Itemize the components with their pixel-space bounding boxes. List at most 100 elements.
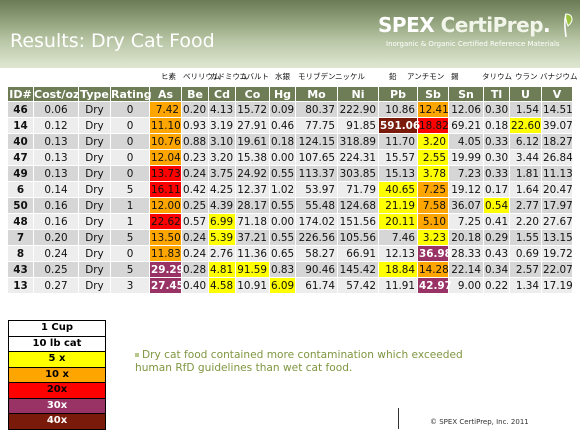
column-header: Co — [235, 86, 270, 102]
table-cell: 0.20 — [181, 101, 209, 118]
column-header: Sb — [417, 86, 449, 102]
table-cell: 71.79 — [337, 181, 379, 198]
table-cell: 28.17 — [235, 197, 270, 214]
table-cell: 18.84 — [378, 261, 418, 278]
table-cell: 4.13 — [208, 101, 236, 118]
table-cell: 20.47 — [541, 181, 573, 198]
table-cell: 19.72 — [541, 245, 573, 262]
legend-item: 1 Cup — [9, 321, 105, 337]
table-cell: 13 — [7, 277, 34, 294]
table-cell: 49 — [7, 165, 34, 182]
legend-item: 30x — [9, 398, 105, 414]
column-header: V — [541, 86, 573, 102]
table-cell: 8 — [7, 245, 34, 262]
table-cell: 0.00 — [269, 213, 296, 230]
copyright: © SPEX CertiPrep, Inc. 2011 — [430, 418, 529, 426]
table-cell: 27.67 — [541, 213, 573, 230]
table-row: 48 0.16 Dry 1 22.62 0.57 6.99 71.18 0.00 174.02 15… — [7, 213, 573, 230]
table-cell: 0.13 — [33, 165, 79, 182]
table-cell: 0.16 — [33, 197, 79, 214]
table-cell: 5 — [110, 261, 150, 278]
table-cell: 0.20 — [33, 229, 79, 246]
table-cell: 0 — [110, 165, 150, 182]
table-cell: 0.40 — [181, 277, 209, 294]
table-cell: 0.27 — [33, 277, 79, 294]
table-cell: 19.12 — [448, 181, 484, 198]
table-cell: 14.51 — [541, 101, 573, 118]
table-cell: 0.22 — [483, 277, 510, 294]
table-cell: 43 — [7, 261, 34, 278]
table-cell: 69.21 — [448, 117, 484, 134]
table-cell: 107.65 — [295, 149, 338, 166]
jp-label: アンチモン — [407, 72, 445, 81]
table-cell: 105.56 — [337, 229, 379, 246]
table-cell: 21.19 — [378, 197, 418, 214]
table-cell: 11.36 — [235, 245, 270, 262]
table-cell: 0.24 — [181, 229, 209, 246]
table-cell: 1.02 — [269, 181, 296, 198]
table-cell: 2.77 — [509, 197, 542, 214]
results-table: ID# Cost/oz Type Rating As Be Cd Co Hg Mo Ni Pb Sb Sn… — [7, 86, 573, 294]
table-cell: 37.21 — [235, 229, 270, 246]
legend-item: 10 x — [9, 367, 105, 383]
jp-label: モリブデン — [298, 72, 336, 81]
table-cell: 0.12 — [33, 117, 79, 134]
table-cell: 7.42 — [149, 101, 182, 118]
table-cell: 47 — [7, 149, 34, 166]
table-cell: 3.75 — [208, 165, 236, 182]
table-row: 40 0.13 Dry 0 10.76 0.88 3.10 19.61 0.18 124.15 31… — [7, 133, 573, 150]
table-cell: 10.86 — [378, 101, 418, 118]
table-cell: 226.56 — [295, 229, 338, 246]
column-header: Mo — [295, 86, 338, 102]
table-cell: 11.83 — [149, 245, 182, 262]
table-cell: 11.10 — [149, 117, 182, 134]
table-cell: 10.76 — [149, 133, 182, 150]
table-cell: 11.13 — [541, 165, 573, 182]
table-cell: 1.34 — [509, 277, 542, 294]
jp-label: コバルト — [239, 72, 269, 81]
table-cell: 0.13 — [33, 149, 79, 166]
column-header: Ni — [337, 86, 379, 102]
table-cell: 36.98 — [417, 245, 452, 262]
table-cell: 20.11 — [378, 213, 418, 230]
table-cell: 71.18 — [235, 213, 270, 230]
table-cell: Dry — [78, 181, 111, 198]
table-row: 13 0.27 Dry 3 27.45 0.40 4.58 10.91 6.09 61.74 57.… — [7, 277, 573, 294]
table-cell: 0.24 — [33, 245, 79, 262]
table-cell: 0.24 — [181, 245, 209, 262]
table-cell: 1.64 — [509, 181, 542, 198]
table-cell: 40 — [7, 133, 34, 150]
table-cell: 0.30 — [483, 149, 510, 166]
logo-tagline: Inorganic & Organic Certified Reference … — [386, 40, 560, 48]
table-cell: 57.42 — [337, 277, 379, 294]
column-header: Sn — [448, 86, 484, 102]
table-cell: 61.74 — [295, 277, 338, 294]
table-cell: 91.59 — [235, 261, 270, 278]
table-cell: 13.50 — [149, 229, 182, 246]
table-cell: 2.20 — [509, 213, 542, 230]
table-cell: 151.56 — [337, 213, 379, 230]
table-cell: Dry — [78, 197, 111, 214]
table-cell: 0.18 — [269, 133, 296, 150]
table-cell: 9.00 — [448, 277, 484, 294]
table-cell: Dry — [78, 101, 111, 118]
table-cell: 0.06 — [33, 101, 79, 118]
table-cell: 22.14 — [448, 261, 484, 278]
table-cell: 0.24 — [181, 165, 209, 182]
jp-label: ベリリウム — [183, 72, 221, 81]
table-cell: 0.09 — [269, 101, 296, 118]
table-cell: Dry — [78, 277, 111, 294]
table-cell: 124.15 — [295, 133, 338, 150]
table-cell: 0.16 — [33, 213, 79, 230]
table-cell: 15.57 — [378, 149, 418, 166]
table-cell: 29.29 — [149, 261, 184, 278]
table-cell: 0.00 — [269, 149, 296, 166]
table-cell: Dry — [78, 133, 111, 150]
page-title: Results: Dry Cat Food — [10, 30, 215, 52]
table-cell: 11.91 — [378, 277, 418, 294]
table-cell: 18.27 — [541, 133, 573, 150]
table-cell: 27.91 — [235, 117, 270, 134]
table-cell: 2.55 — [417, 149, 449, 166]
column-header: U — [509, 86, 542, 102]
table-cell: 17.97 — [541, 197, 573, 214]
